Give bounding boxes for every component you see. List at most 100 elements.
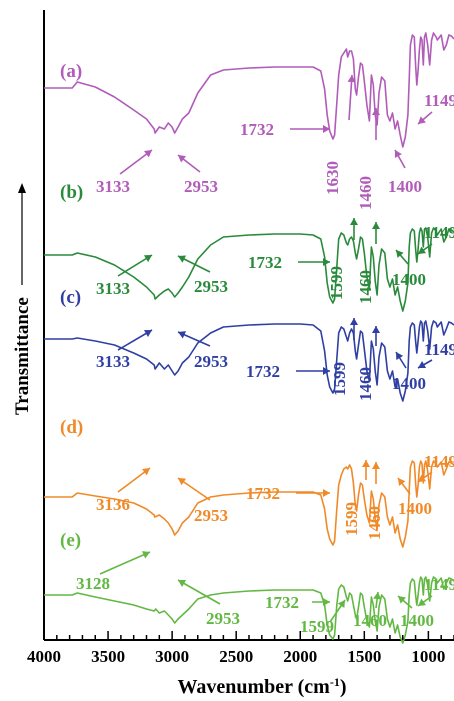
x-tick-layer: 4000 3500 3000 2500 2000 1500 1000: [27, 631, 454, 666]
peak-arrow-head: [418, 474, 427, 482]
peak-arrow-head: [396, 352, 404, 361]
peak-label: 2953: [194, 506, 228, 525]
peak-label: 1460: [365, 506, 384, 540]
y-axis-label: Transmittance: [12, 297, 33, 415]
peak-arrow-head: [372, 462, 380, 469]
peak-label: 1460: [356, 176, 375, 210]
peak-label: 3133: [96, 352, 130, 371]
series-letter-d: (d): [60, 417, 83, 438]
peak-label: 2953: [206, 609, 240, 628]
peak-label: 2953: [184, 177, 218, 196]
series-letter-b: (b): [60, 182, 83, 203]
series-line-a: [44, 32, 454, 148]
peak-arrow-head: [372, 326, 380, 333]
peak-arrow-head: [178, 255, 187, 263]
x-tick-label: 4000: [27, 647, 61, 666]
peak-arrow-head: [396, 250, 404, 258]
peak-arrow-head: [178, 478, 187, 486]
peak-arrow-head: [323, 598, 330, 606]
peak-label: 1732: [246, 484, 280, 503]
peak-arrow-head: [143, 330, 152, 337]
peak-arrow-head: [323, 367, 330, 375]
peak-arrow-head: [418, 361, 427, 368]
series-line-e: [44, 576, 454, 644]
peak-arrow-head: [394, 150, 402, 159]
peak-label: 1400: [392, 374, 426, 393]
y-axis-arrow-head: [18, 183, 26, 193]
peak-arrow-head: [350, 318, 358, 325]
peak-label: 1149: [424, 575, 454, 594]
peak-arrow-head: [418, 246, 427, 254]
annotation-layer: (a) (b) (c) (d) (e) 3133 2953 1732 1630 1460 1400 1…: [60, 61, 454, 636]
peak-label: 1460: [356, 367, 375, 401]
peak-label: 1400: [398, 499, 432, 518]
y-axis-label-group: Transmittance: [12, 183, 33, 415]
peak-label: 1732: [248, 253, 282, 272]
peak-label: 1460: [353, 611, 387, 630]
x-tick-label: 2000: [283, 647, 317, 666]
peak-arrow-head: [143, 255, 152, 263]
x-axis-label-sup: -1: [330, 675, 340, 689]
peak-label: 1630: [323, 161, 342, 195]
x-axis-label-close: ): [340, 676, 347, 698]
x-tick-label: 3500: [91, 647, 125, 666]
peak-arrow-head: [398, 596, 406, 604]
x-tick-label: 1500: [347, 647, 381, 666]
peak-arrow-head: [418, 116, 426, 124]
peak-label: 1732: [240, 120, 274, 139]
peak-arrow-head: [372, 222, 380, 229]
peak-label: 3136: [96, 495, 130, 514]
peak-label: 1149: [424, 452, 454, 471]
peak-arrow-head: [398, 478, 406, 486]
peak-arrow-head: [178, 331, 187, 339]
peak-label: 2953: [194, 352, 228, 371]
x-tick-label: 1000: [411, 647, 445, 666]
peak-arrow-head: [350, 218, 358, 225]
x-axis-label: Wavenumber (cm-1): [177, 675, 346, 698]
series-layer: [44, 32, 454, 644]
peak-arrow-head: [362, 460, 370, 467]
peak-label: 1599: [300, 617, 334, 636]
peak-label: 2953: [194, 277, 228, 296]
peak-arrow-head: [323, 489, 330, 497]
peak-arrow-head: [178, 155, 186, 163]
peak-label: 1149: [424, 223, 454, 242]
series-line-c: [44, 320, 454, 402]
series-letter-a: (a): [60, 61, 82, 82]
peak-arrow-head: [141, 551, 150, 559]
peak-arrow-line: [177, 579, 221, 605]
peak-label: 3128: [76, 574, 110, 593]
peak-arrow-head: [323, 258, 330, 266]
peak-arrow-line: [99, 551, 151, 575]
series-line-d: [44, 460, 454, 548]
peak-arrow-head: [142, 468, 150, 476]
peak-label: 1599: [342, 502, 361, 536]
peak-label: 3133: [96, 279, 130, 298]
peak-label: 1400: [400, 611, 434, 630]
peak-label: 3133: [96, 177, 130, 196]
peak-label: 1732: [246, 362, 280, 381]
peak-arrow-head: [178, 580, 187, 587]
peak-label: 1400: [388, 177, 422, 196]
series-letter-c: (c): [60, 287, 81, 308]
peak-label: 1149: [424, 91, 454, 110]
peak-label: 1460: [356, 270, 375, 304]
peak-label: 1599: [330, 362, 349, 396]
peak-label: 1732: [265, 593, 299, 612]
series-line-b: [44, 227, 454, 312]
peak-arrow-head: [418, 598, 427, 606]
peak-arrow-head: [347, 75, 356, 83]
peak-arrow-head: [372, 108, 380, 115]
peak-arrow-head: [337, 600, 345, 609]
peak-label: 1400: [392, 270, 426, 289]
x-axis-label-main: Wavenumber (cm: [177, 676, 330, 698]
peak-label: 1599: [327, 266, 346, 300]
x-tick-label: 2500: [219, 647, 253, 666]
peak-arrow-head: [373, 592, 382, 600]
series-letter-e: (e): [60, 530, 81, 551]
peak-arrow-head: [144, 150, 152, 158]
x-tick-label: 3000: [155, 647, 189, 666]
peak-label: 1149: [424, 340, 454, 359]
peak-arrow-line: [348, 74, 353, 121]
